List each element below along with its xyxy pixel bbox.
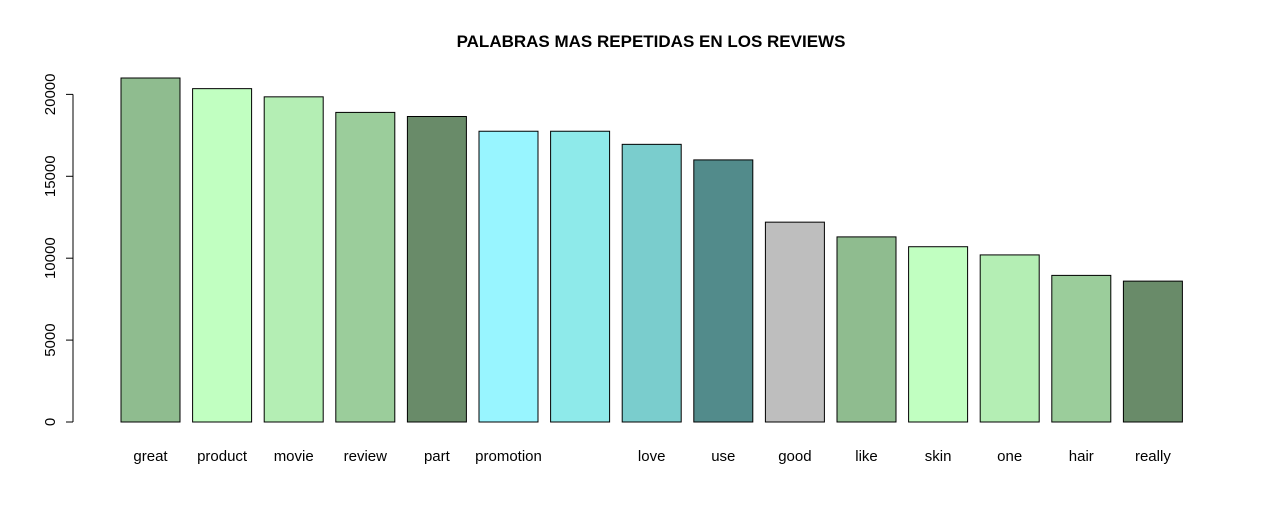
x-tick-label: promotion <box>475 448 542 465</box>
x-tick-label: love <box>638 448 666 465</box>
bar <box>764 221 825 423</box>
x-tick-label: really <box>1135 448 1171 465</box>
bar <box>335 111 396 423</box>
bar <box>693 159 754 423</box>
bar <box>192 88 253 423</box>
x-tick-label: great <box>133 448 168 465</box>
y-axis: 0 5000 10000 15000 20000 <box>42 74 74 426</box>
x-tick-label: skin <box>925 448 952 465</box>
x-tick-label: use <box>711 448 735 465</box>
bar <box>1122 280 1183 423</box>
bar <box>406 115 467 423</box>
bar <box>478 130 539 423</box>
bars <box>120 77 1183 423</box>
x-tick-label: one <box>997 448 1022 465</box>
bar <box>836 236 897 423</box>
x-tick-label: movie <box>274 448 314 465</box>
bar <box>1051 274 1112 423</box>
bar <box>979 254 1040 423</box>
x-tick-label: like <box>855 448 878 465</box>
y-tick-label: 10000 <box>42 237 59 279</box>
bar <box>263 96 324 423</box>
chart-title: PALABRAS MAS REPETIDAS EN LOS REVIEWS <box>457 32 846 51</box>
bar <box>120 77 181 423</box>
y-tick-label: 15000 <box>42 155 59 197</box>
bar <box>621 143 682 423</box>
x-tick-label: product <box>197 448 248 465</box>
bar <box>908 246 969 423</box>
x-axis-labels: great product movie review part promotion love… <box>133 448 1171 465</box>
x-tick-label: part <box>424 448 451 465</box>
x-tick-label: good <box>778 448 811 465</box>
y-tick-label: 20000 <box>42 74 59 116</box>
y-tick-label: 5000 <box>42 323 59 356</box>
bar <box>550 130 611 423</box>
y-tick-label: 0 <box>42 418 59 426</box>
x-tick-label: review <box>344 448 388 465</box>
x-tick-label: hair <box>1069 448 1094 465</box>
